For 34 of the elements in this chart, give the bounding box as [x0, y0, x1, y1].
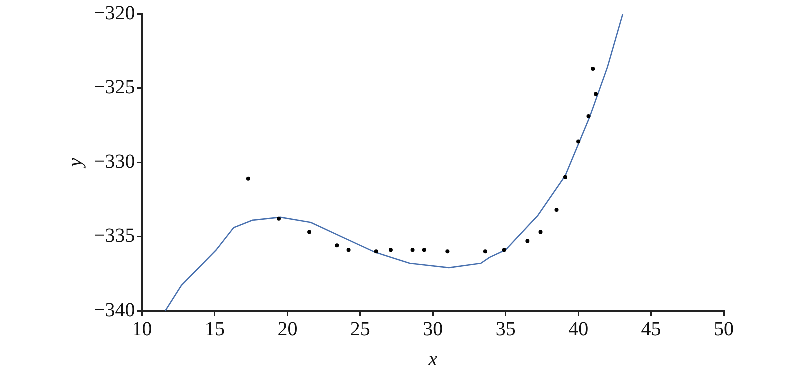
- x-tick-label: 15: [204, 318, 225, 340]
- x-axis-title: x: [428, 348, 438, 370]
- point: [410, 248, 415, 252]
- point: [538, 230, 543, 234]
- x-tick-label: 40: [568, 318, 589, 340]
- point: [276, 216, 281, 221]
- point: [446, 250, 450, 254]
- point: [594, 92, 598, 96]
- point: [563, 175, 568, 180]
- point: [502, 248, 506, 252]
- y-tick-label: −330: [94, 150, 136, 173]
- x-tick-label: 45: [641, 318, 662, 340]
- point: [483, 250, 488, 254]
- point: [591, 66, 596, 71]
- point: [346, 248, 351, 252]
- point: [374, 250, 378, 254]
- point: [586, 114, 591, 118]
- y-tick-label: −325: [94, 76, 136, 98]
- point: [526, 239, 530, 244]
- point: [335, 244, 340, 248]
- point: [576, 140, 581, 144]
- point: [388, 248, 393, 252]
- point: [422, 248, 426, 252]
- point: [308, 230, 312, 234]
- x-tick-label: 20: [278, 318, 298, 340]
- x-tick-label: 35: [496, 318, 516, 340]
- y-tick-label: −320: [94, 2, 136, 24]
- x-tick-label: 50: [714, 318, 734, 340]
- point: [554, 208, 559, 212]
- y-tick-label: −335: [94, 225, 136, 247]
- y-axis-title: y: [64, 158, 86, 169]
- point: [246, 176, 250, 181]
- x-tick-label: 25: [350, 318, 370, 340]
- x-tick-label: 30: [423, 318, 444, 340]
